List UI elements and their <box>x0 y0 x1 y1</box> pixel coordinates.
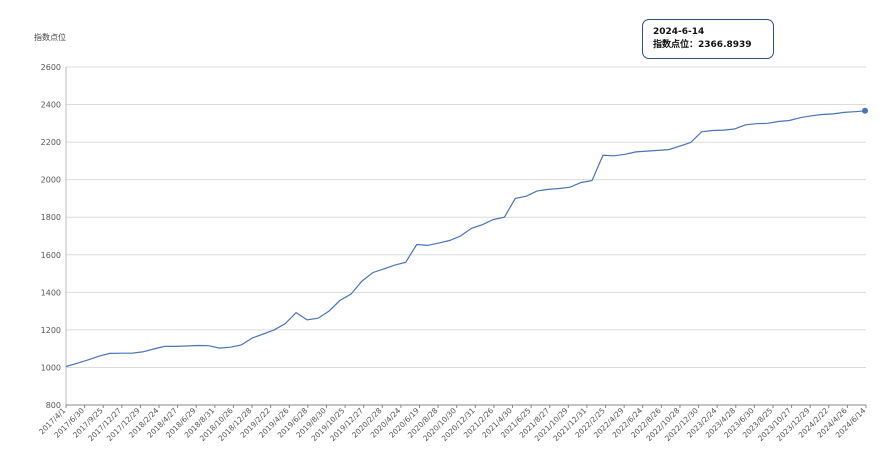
y-tick-label: 2400 <box>41 101 61 110</box>
tooltip-label: 指数点位： <box>653 40 699 50</box>
y-tick-label: 1200 <box>41 326 61 335</box>
y-tick-label: 1000 <box>41 363 61 372</box>
y-axis-title: 指数点位 <box>34 32 66 42</box>
highlight-point[interactable] <box>862 107 868 114</box>
tooltip-date: 2024-6-14 <box>653 27 705 37</box>
y-tick-label: 800 <box>46 401 61 410</box>
tooltip: 2024-6-14 指数点位：2366.8939 <box>642 19 774 59</box>
y-tick-label: 2600 <box>41 63 61 72</box>
y-tick-labels: 800 1000 1200 1400 1600 1800 2000 2200 2400 2600 <box>41 63 61 410</box>
series-layer <box>65 107 868 368</box>
y-tick-label: 1400 <box>41 288 61 297</box>
x-tick-labels: 2017/4/12017/6/302017/9/252017/12/272017… <box>37 406 867 443</box>
series-line <box>65 110 867 368</box>
tooltip-value-row: 指数点位：2366.8939 <box>653 39 763 51</box>
y-tick-label: 2200 <box>41 138 61 147</box>
gridlines <box>66 66 866 406</box>
y-tick-label: 2000 <box>41 176 61 185</box>
tooltip-value: 2366.8939 <box>698 40 752 50</box>
axes <box>65 67 867 408</box>
y-tick-label: 1600 <box>41 251 61 260</box>
y-tick-label: 1800 <box>41 213 61 222</box>
